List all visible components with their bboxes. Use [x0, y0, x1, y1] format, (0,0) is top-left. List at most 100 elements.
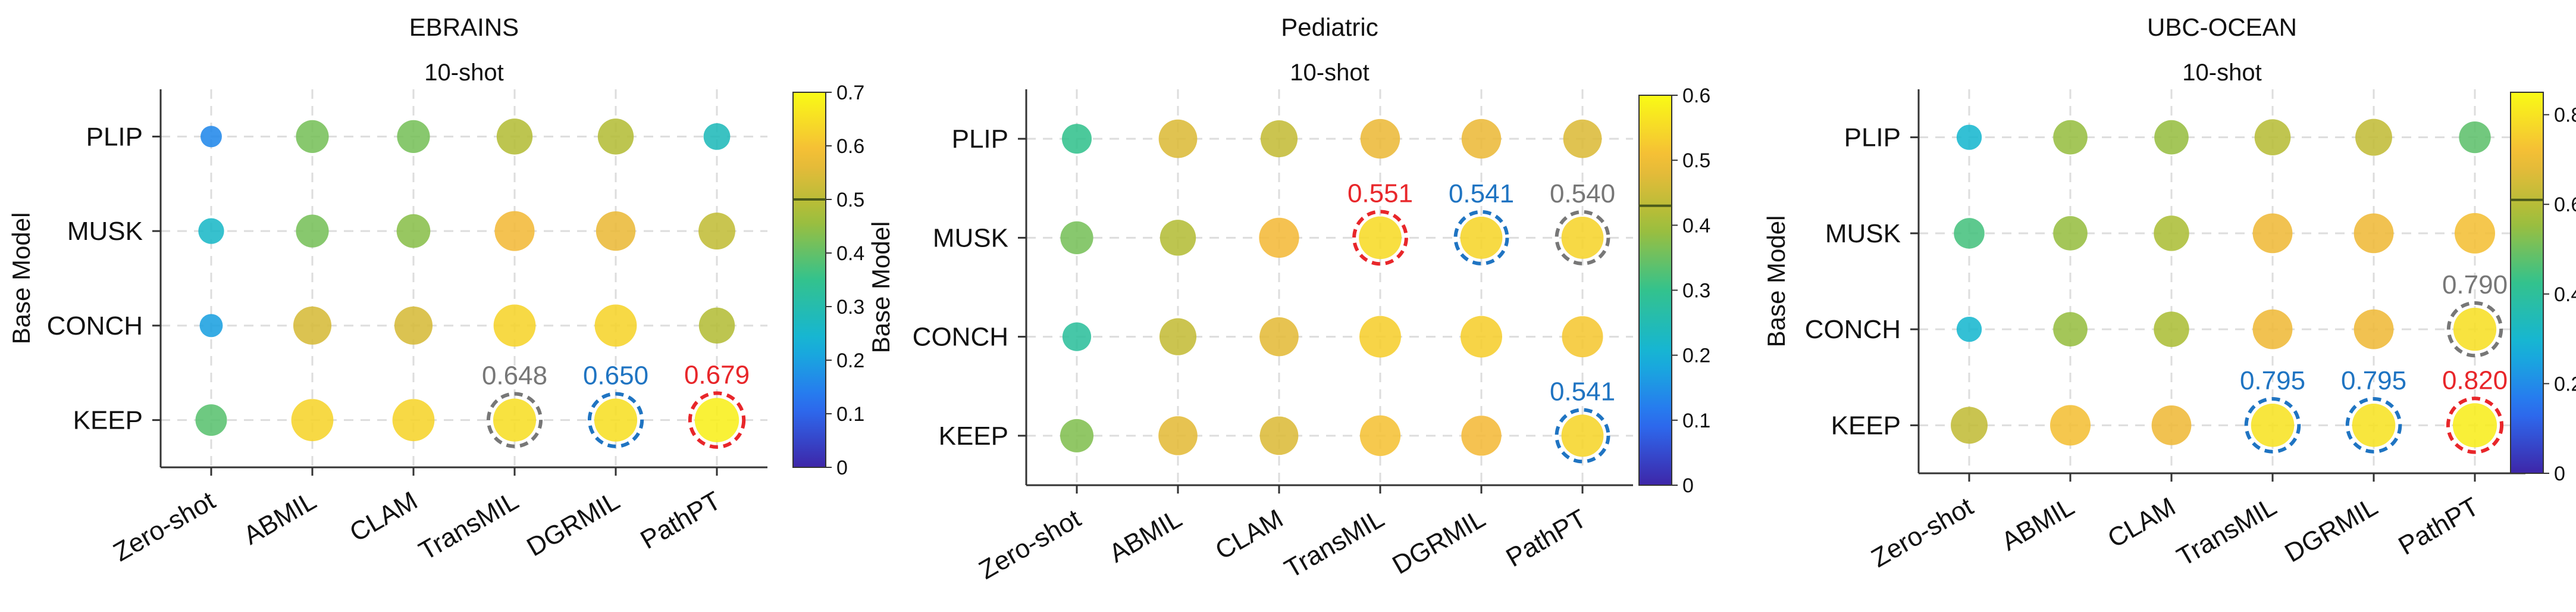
- data-point: [1461, 118, 1502, 159]
- data-point: [1158, 416, 1198, 455]
- colorbar-tick-label: 0: [2554, 463, 2565, 485]
- colorbar-tick-label: 0: [1682, 474, 1694, 497]
- colorbar-tick-label: 0.5: [836, 189, 864, 211]
- data-point: [1159, 318, 1197, 355]
- data-point: [2049, 405, 2091, 446]
- data-point: [1561, 414, 1604, 457]
- highlight-ring: [2446, 301, 2503, 358]
- x-tick-label: ABMIL: [1104, 504, 1187, 568]
- colorbar-tick-label: 0.1: [1682, 410, 1710, 432]
- data-point: [597, 118, 634, 155]
- data-point: [2053, 216, 2088, 251]
- x-tick-label: Zero-shot: [108, 486, 220, 567]
- data-point: [694, 398, 739, 442]
- data-point: [1259, 217, 1299, 258]
- highlight-ring: [587, 392, 644, 448]
- data-point: [494, 211, 535, 251]
- y-axis-title: Base Model: [867, 221, 895, 354]
- colorbar-tick-label: 0: [836, 457, 848, 479]
- data-point: [2053, 312, 2088, 346]
- y-tick-label: KEEP: [73, 406, 143, 435]
- data-label: 0.650: [583, 361, 648, 390]
- data-point: [1954, 218, 1985, 249]
- y-axis-title: Base Model: [7, 213, 35, 345]
- colorbar-tick-label: 0.4: [2554, 283, 2576, 306]
- data-point: [2355, 118, 2392, 156]
- data-point: [2154, 216, 2189, 251]
- data-point: [1562, 316, 1603, 358]
- data-point: [1360, 118, 1400, 159]
- colorbar-tick-label: 0.8: [2554, 104, 2576, 127]
- data-point: [291, 399, 334, 442]
- highlight-ring: [2446, 396, 2504, 454]
- colorbar-tick-label: 0.2: [1682, 345, 1710, 367]
- data-point: [1359, 316, 1401, 358]
- data-point: [392, 399, 435, 442]
- y-tick-label: PLIP: [1844, 123, 1901, 152]
- colorbar-tick-label: 0.6: [1682, 85, 1710, 107]
- data-point: [396, 214, 431, 248]
- data-label: 0.648: [482, 361, 547, 391]
- x-tick-label: CLAM: [1211, 504, 1288, 566]
- data-point: [698, 307, 735, 344]
- data-point: [2252, 309, 2293, 349]
- x-tick-label: DGRMIL: [2280, 492, 2383, 568]
- data-point: [2354, 213, 2394, 254]
- chart-title: UBC-OCEAN: [2147, 13, 2297, 41]
- x-tick-label: CLAM: [2103, 492, 2180, 554]
- data-point: [2151, 405, 2192, 445]
- x-tick-label: CLAM: [345, 486, 422, 548]
- data-point: [594, 398, 638, 442]
- y-tick-label: KEEP: [1831, 411, 1901, 440]
- y-tick-label: CONCH: [1805, 315, 1901, 344]
- data-label: 0.820: [2442, 366, 2508, 395]
- data-point: [1158, 119, 1198, 158]
- highlight-ring: [1352, 210, 1408, 266]
- x-tick-label: Zero-shot: [974, 504, 1086, 585]
- y-tick-label: CONCH: [913, 323, 1008, 352]
- data-point: [2352, 404, 2396, 447]
- chart-panel-3: UBC-OCEAN 10-shot PLIP MUSK CONCH KEEP Zero-sh…: [1762, 13, 2576, 573]
- data-point: [2354, 309, 2394, 349]
- data-point: [1259, 416, 1299, 455]
- data-point: [2154, 120, 2189, 155]
- highlight-ring: [2345, 397, 2402, 454]
- data-point: [2452, 403, 2497, 448]
- data-point: [394, 306, 433, 345]
- data-point: [195, 404, 227, 436]
- highlight-ring: [1453, 210, 1509, 266]
- x-tick-label: ABMIL: [239, 486, 321, 550]
- data-point: [2453, 307, 2497, 351]
- data-point: [1062, 322, 1092, 351]
- x-tick-label: PathPT: [1501, 504, 1591, 573]
- chart-subtitle: 10-shot: [424, 60, 503, 86]
- data-label: 0.541: [1550, 377, 1615, 406]
- data-point: [1259, 317, 1299, 357]
- chart-panel-2: Pediatric 10-shot PLIP MUSK CONCH KEEP Zero-sh…: [867, 13, 1710, 585]
- highlight-ring: [688, 391, 746, 449]
- colorbar-tick-label: 0.2: [836, 349, 864, 372]
- x-tick-label: DGRMIL: [522, 486, 625, 562]
- colorbar-tick-label: 0.5: [1682, 149, 1710, 172]
- chart-title: Pediatric: [1281, 13, 1378, 41]
- data-point: [1563, 119, 1602, 158]
- highlight-ring: [1555, 408, 1610, 464]
- data-point: [2454, 213, 2496, 254]
- data-point: [2251, 404, 2295, 447]
- data-point: [496, 118, 533, 155]
- data-label: 0.679: [684, 360, 750, 389]
- data-label: 0.795: [2341, 366, 2406, 395]
- colorbar-tick-label: 0.6: [836, 135, 864, 158]
- y-tick-label: PLIP: [952, 124, 1008, 154]
- data-point: [1461, 316, 1502, 358]
- data-label: 0.790: [2442, 270, 2508, 299]
- data-point: [2053, 120, 2088, 155]
- data-point: [493, 398, 537, 442]
- data-point: [1359, 415, 1401, 456]
- data-point: [397, 120, 430, 153]
- highlight-ring: [1555, 210, 1610, 266]
- x-tick-label: Zero-shot: [1866, 492, 1978, 573]
- data-point: [703, 123, 731, 150]
- data-point: [596, 211, 636, 251]
- data-point: [1951, 407, 1988, 444]
